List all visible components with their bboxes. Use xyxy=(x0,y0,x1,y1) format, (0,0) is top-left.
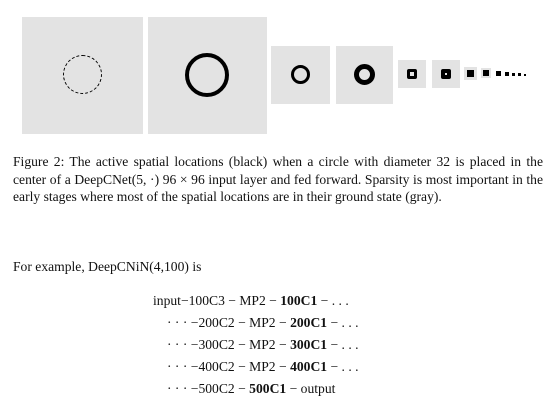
circle-active-locations xyxy=(354,64,375,85)
layer-panel-10 xyxy=(505,72,509,76)
layer-panel-1 xyxy=(22,17,143,134)
layer-panel-11 xyxy=(512,73,515,76)
square-active-locations xyxy=(483,70,489,76)
layer-panel-4 xyxy=(336,46,393,104)
architecture-line-2: · · · −200C2 − MP2 − 200C1 − . . . xyxy=(167,315,359,330)
layer-panel-13 xyxy=(524,74,526,76)
square-active-locations xyxy=(467,70,474,77)
architecture-line-4: · · · −400C2 − MP2 − 400C1 − . . . xyxy=(167,359,359,374)
architecture-line-3: · · · −300C2 − MP2 − 300C1 − . . . xyxy=(167,337,359,352)
dashed-circle-active-locations xyxy=(63,55,102,94)
intro-text: For example, DeepCNiN(4,100) is xyxy=(13,259,202,274)
square-active-locations xyxy=(407,69,417,79)
layer-panel-5 xyxy=(398,60,426,88)
layer-panel-3 xyxy=(271,46,330,104)
layer-panel-9 xyxy=(496,71,501,76)
figure-caption: Figure 2: The active spatial locations (… xyxy=(13,153,543,206)
layer-panel-6 xyxy=(432,60,460,88)
architecture-line-1: input−100C3 − MP2 − 100C1 − . . . xyxy=(153,293,349,308)
circle-active-locations xyxy=(185,53,229,97)
circle-active-locations xyxy=(291,65,310,84)
caption-text: The active spatial locations (black) whe… xyxy=(13,154,543,204)
layer-panel-12 xyxy=(518,73,521,76)
layer-panel-7 xyxy=(464,67,477,80)
architecture-line-5: · · · −500C2 − 500C1 − output xyxy=(167,381,336,396)
figure-label: Figure 2: xyxy=(13,154,65,169)
layer-panel-8 xyxy=(481,68,491,78)
layer-panel-2 xyxy=(148,17,267,134)
